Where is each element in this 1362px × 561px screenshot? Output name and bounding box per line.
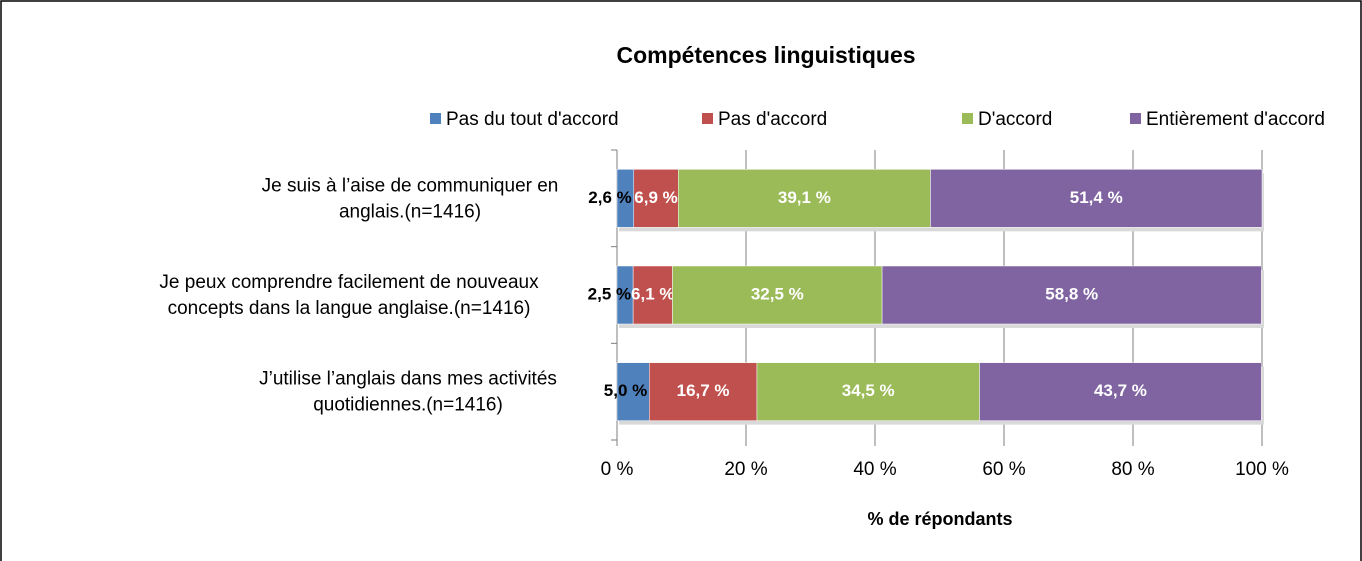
legend-swatch	[702, 113, 713, 124]
legend-swatch	[962, 113, 973, 124]
legend-label: Pas d'accord	[718, 109, 827, 130]
data-label: 43,7 %	[1094, 381, 1147, 400]
legend-label: Pas du tout d'accord	[446, 109, 619, 130]
bar-segment	[930, 169, 1263, 228]
x-tick-label: 80 %	[1111, 459, 1154, 480]
data-label: 5,0 %	[604, 381, 647, 400]
legend-label: D'accord	[978, 109, 1052, 130]
data-label: 32,5 %	[751, 284, 804, 303]
data-label: 6,1 %	[631, 284, 674, 303]
y-tick-label: concepts dans la langue anglaise.(n=1416…	[168, 298, 531, 319]
data-label: 39,1 %	[778, 188, 831, 207]
x-tick-label: 40 %	[853, 459, 896, 480]
legend-swatch	[1130, 113, 1141, 124]
x-tick-label: 20 %	[724, 459, 767, 480]
data-label: 58,8 %	[1045, 284, 1098, 303]
data-label: 2,6 %	[588, 188, 631, 207]
x-axis-label: % de répondants	[867, 509, 1012, 529]
data-label: 2,5 %	[588, 284, 631, 303]
bar-segment	[616, 362, 650, 421]
data-label: 6,9 %	[634, 188, 677, 207]
bar-segment	[979, 362, 1262, 421]
y-tick-label: J’utilise l’anglais dans mes activités	[259, 369, 557, 390]
bar-segment	[881, 265, 1262, 325]
y-tick-label: Je peux comprendre facilement de nouveau…	[159, 272, 539, 293]
data-label: 34,5 %	[842, 381, 895, 400]
x-tick-label: 0 %	[601, 459, 634, 480]
bar-segment	[672, 265, 883, 325]
chart-title: Compétences linguistiques	[616, 42, 915, 68]
x-tick-label: 60 %	[982, 459, 1025, 480]
data-label: 16,7 %	[677, 381, 730, 400]
data-label: 51,4 %	[1070, 188, 1123, 207]
bar-segment	[649, 362, 758, 421]
y-tick-label: anglais.(n=1416)	[339, 201, 481, 222]
y-tick-label: quotidiennes.(n=1416)	[313, 395, 503, 416]
legend-swatch	[430, 113, 441, 124]
y-tick-label: Je suis à l’aise de communiquer en	[262, 175, 559, 196]
x-tick-label: 100 %	[1235, 459, 1289, 480]
legend-label: Entièrement d'accord	[1146, 109, 1325, 130]
bar-segment	[632, 265, 673, 325]
